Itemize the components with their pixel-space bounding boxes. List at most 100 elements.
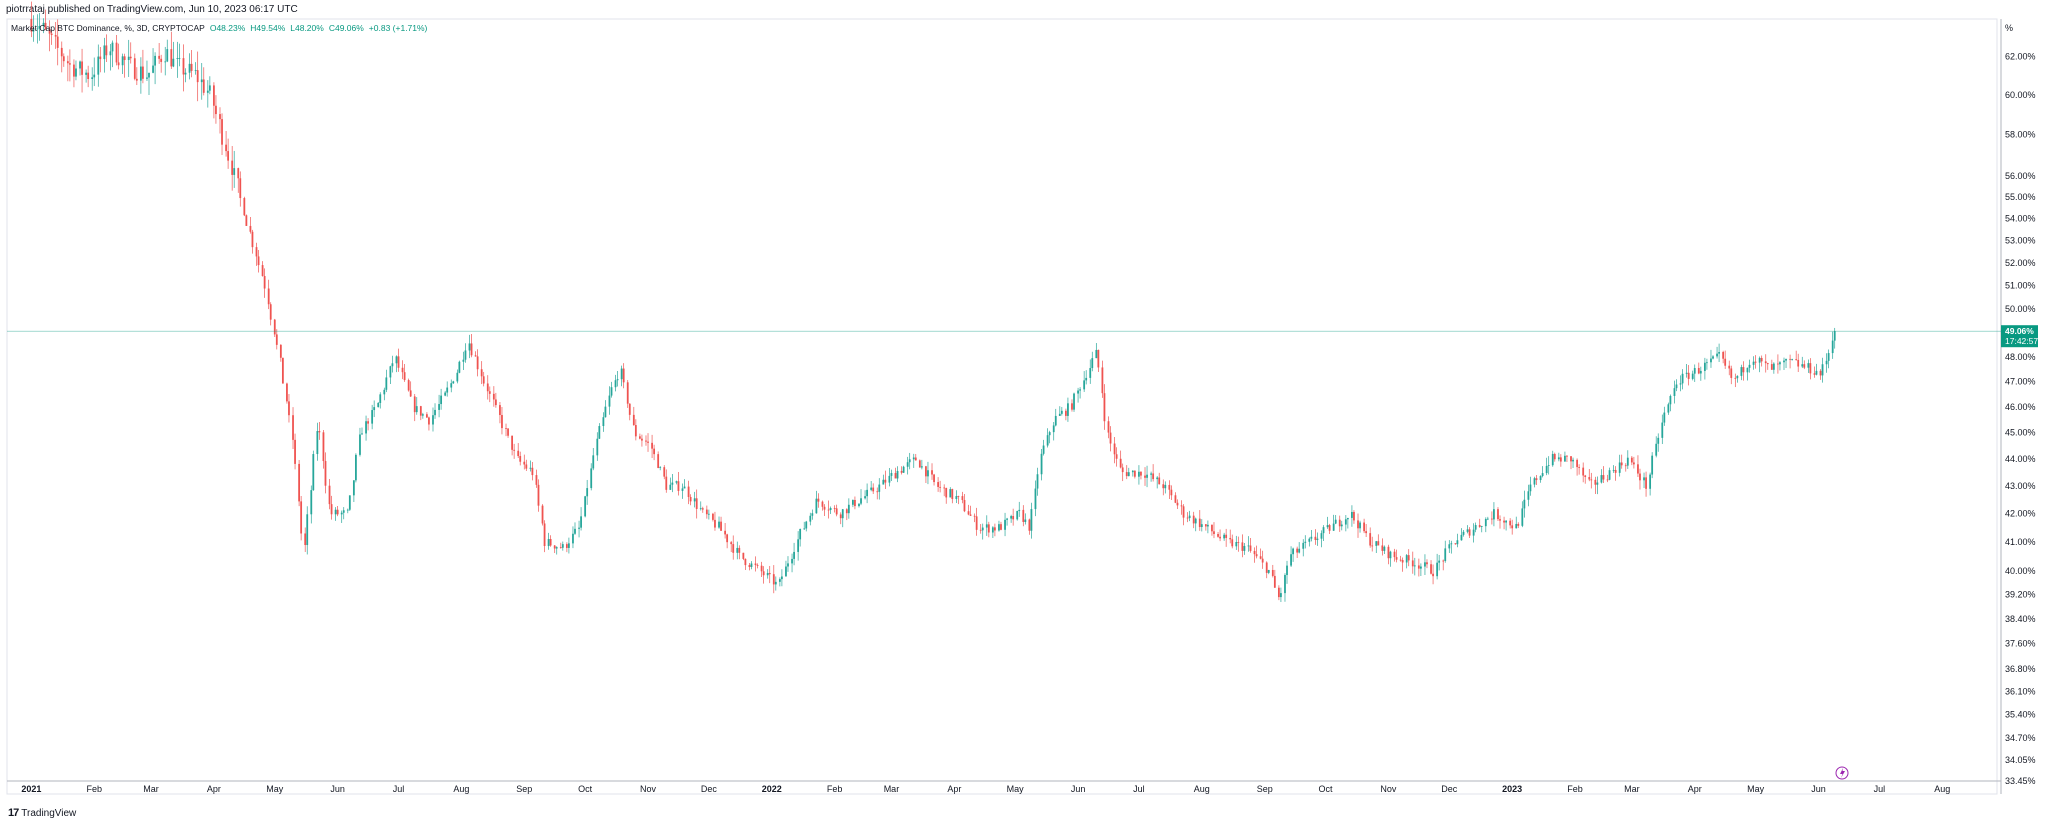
candle-body	[501, 415, 503, 429]
candle-body	[1351, 511, 1353, 518]
candle-body	[1034, 488, 1037, 510]
tradingview-logo[interactable]: 17 TradingView	[8, 807, 76, 819]
candle	[142, 49, 144, 84]
candle-body	[391, 363, 394, 367]
candle-body	[1028, 519, 1031, 531]
candle	[1712, 355, 1714, 360]
candle	[738, 545, 741, 560]
candle-body	[340, 512, 343, 515]
candle	[312, 450, 315, 491]
candle-body	[756, 565, 759, 566]
candle-body	[1326, 525, 1329, 528]
symbol-legend[interactable]: Market Cap BTC Dominance, %, 3D, CRYPTOC…	[8, 21, 428, 33]
candle-body	[1551, 453, 1554, 466]
candle-body	[622, 368, 625, 383]
candle-body	[184, 72, 187, 75]
candle	[316, 422, 319, 461]
x-tick-label: Feb	[827, 784, 843, 794]
candle-body	[981, 527, 984, 531]
candle	[754, 556, 757, 572]
lightning-icon[interactable]	[1835, 766, 1849, 780]
candle	[1669, 394, 1672, 412]
candle-body	[66, 61, 69, 64]
candle	[641, 434, 643, 447]
candle-body	[1133, 470, 1136, 477]
candle-body	[1772, 363, 1775, 370]
candle-body	[689, 496, 692, 502]
candle-body	[292, 415, 294, 440]
candle-body	[1685, 372, 1688, 374]
candle	[200, 63, 203, 100]
candle-body	[762, 571, 765, 576]
candle	[178, 43, 181, 67]
candle	[146, 60, 148, 82]
candle-body	[1436, 562, 1439, 577]
candle-body	[925, 466, 927, 477]
candle	[925, 465, 927, 483]
candle	[1553, 452, 1556, 462]
candle	[60, 41, 63, 73]
candle-body	[1164, 484, 1167, 489]
candle	[1377, 534, 1380, 546]
candle	[243, 196, 246, 217]
candle	[1813, 366, 1816, 378]
candle	[866, 483, 869, 504]
candle-body	[866, 489, 869, 497]
candle	[1724, 350, 1727, 369]
candle	[458, 360, 461, 374]
legend-open: O48.23%	[210, 23, 246, 33]
candle-body	[945, 488, 948, 498]
candle	[1308, 537, 1311, 547]
candle	[407, 378, 410, 392]
candle-body	[1243, 545, 1246, 551]
candle	[1430, 560, 1432, 575]
candle	[456, 369, 459, 384]
y-tick-label: 44.00%	[2005, 454, 2036, 464]
candle	[1703, 357, 1706, 380]
candle	[450, 379, 453, 393]
candle	[1363, 518, 1365, 534]
x-tick-label: 2022	[762, 784, 782, 794]
candle-body	[190, 63, 193, 71]
candle-body	[1535, 478, 1538, 481]
candle-body	[428, 417, 430, 425]
candle-body	[182, 58, 185, 75]
candle-body	[312, 454, 315, 491]
candle	[1685, 363, 1688, 378]
candle	[501, 407, 503, 435]
candle-body	[1632, 462, 1635, 465]
candle	[440, 388, 443, 410]
candle	[1576, 458, 1578, 476]
candle-body	[255, 247, 258, 257]
candle	[1740, 364, 1743, 381]
y-tick-label: 47.00%	[2005, 377, 2036, 387]
candle-body	[1831, 340, 1834, 354]
candle	[945, 487, 948, 504]
candle	[444, 390, 447, 397]
candle-body	[377, 402, 380, 408]
candle-body	[1314, 536, 1317, 540]
candle	[1594, 476, 1597, 495]
candle-body	[628, 403, 631, 415]
candle-body	[1679, 383, 1682, 385]
candle-body	[1411, 560, 1414, 567]
candle-body	[42, 22, 45, 26]
candle-body	[985, 524, 988, 528]
candle-body	[1484, 518, 1487, 527]
candle-body	[608, 395, 611, 407]
candle	[1273, 569, 1276, 588]
candle	[645, 435, 647, 446]
candle-body	[403, 372, 406, 381]
candle	[1060, 406, 1063, 416]
candle-body	[129, 56, 132, 59]
candle-body	[914, 457, 917, 461]
candle	[294, 433, 296, 470]
candle-body	[261, 265, 264, 277]
candle-body	[1308, 538, 1311, 542]
candle	[981, 523, 984, 540]
candle	[304, 527, 307, 552]
candle	[1271, 564, 1274, 578]
candle-body	[1667, 404, 1670, 413]
candle-body	[245, 215, 248, 226]
